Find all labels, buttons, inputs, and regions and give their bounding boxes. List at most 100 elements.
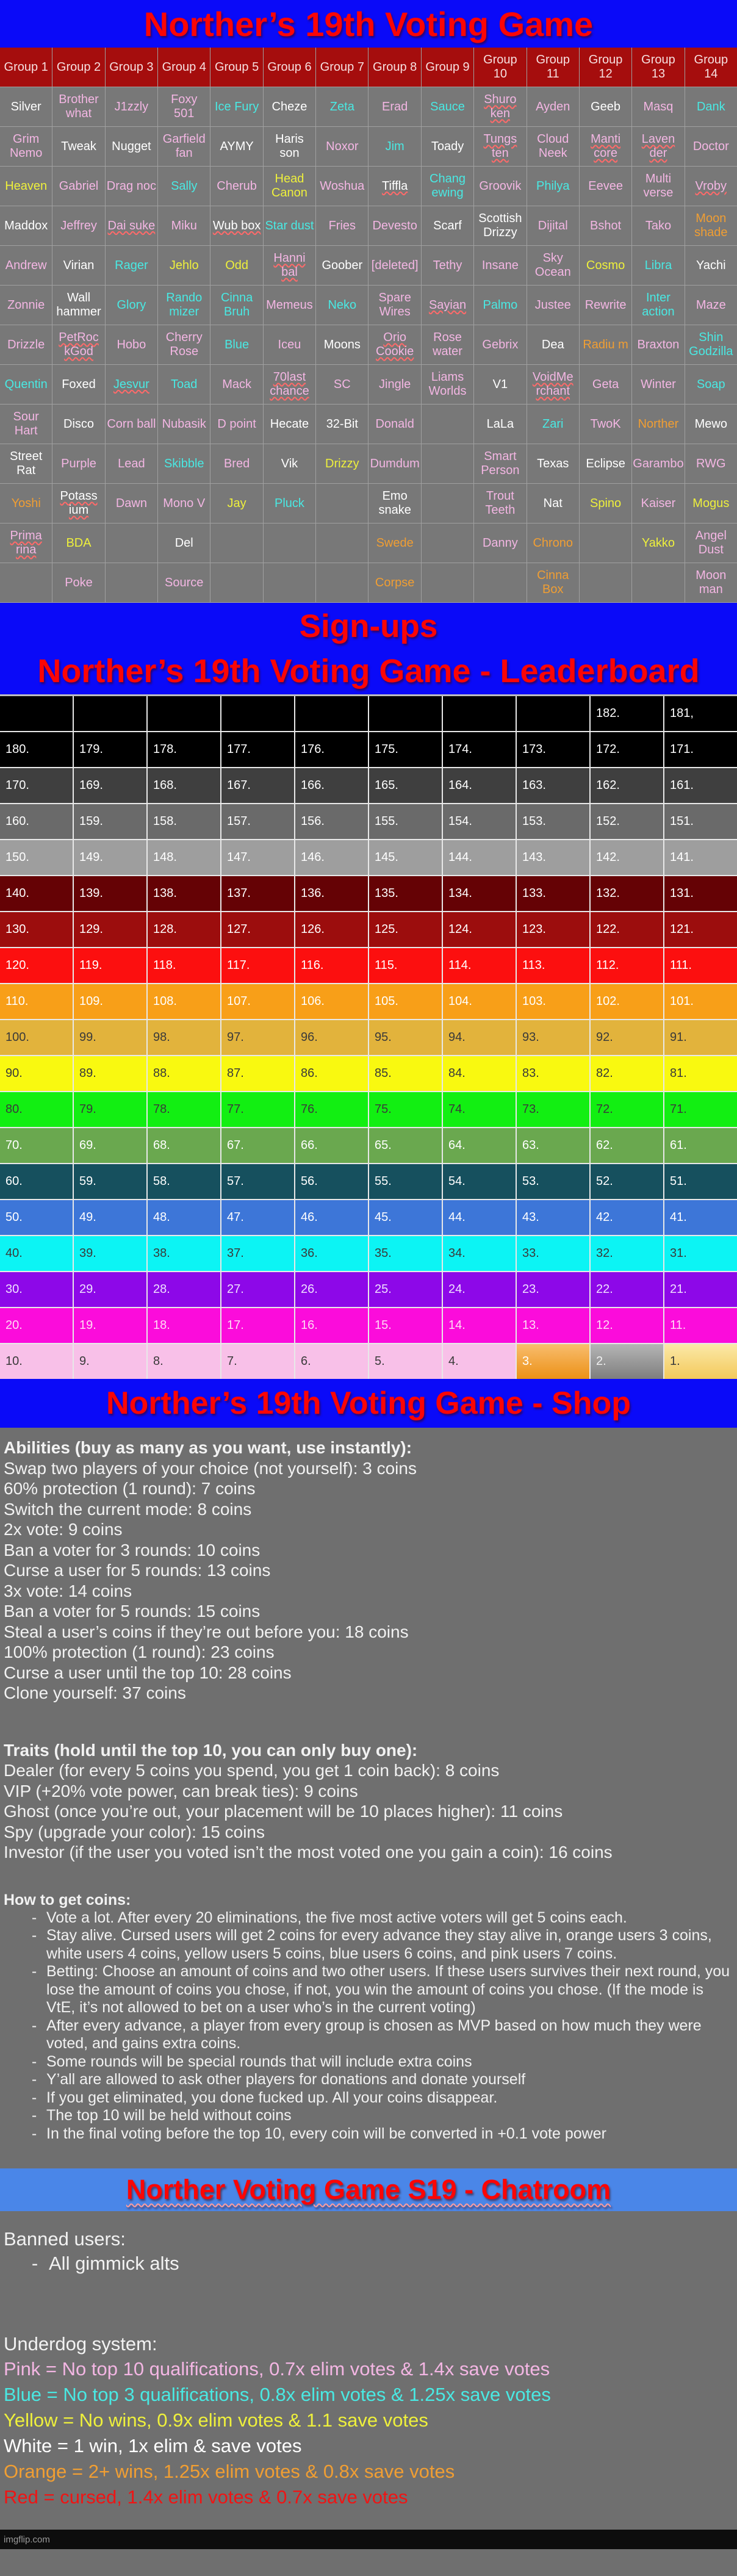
rank-cell: 117. bbox=[221, 948, 294, 983]
player-cell: Garambo bbox=[632, 444, 685, 483]
player-cell: Blue bbox=[210, 325, 263, 364]
player-name: Drizzle bbox=[7, 337, 45, 351]
rank-cell: 59. bbox=[74, 1164, 146, 1199]
player-name: Spare Wires bbox=[378, 291, 411, 318]
player-cell: Sour Hart bbox=[0, 405, 52, 444]
player-cell: Chang ewing bbox=[421, 167, 474, 206]
abilities-list: Swap two players of your choice (not you… bbox=[4, 1458, 731, 1704]
rank-cell: 56. bbox=[295, 1164, 368, 1199]
player-cell: Tethy bbox=[421, 246, 474, 285]
signups-groups-table: Group 1 Group 2 Group 3 Group 4 Group 5 Group… bbox=[0, 48, 737, 603]
shop-banner: Norther’s 19th Voting Game - Shop bbox=[0, 1379, 737, 1428]
leaderboard-heading: Norther’s 19th Voting Game - Leaderboard bbox=[37, 652, 700, 689]
rank-cell: 69. bbox=[74, 1128, 146, 1163]
ability-item: Ban a voter for 5 rounds: 15 coins bbox=[4, 1602, 261, 1621]
rank-cell: 124. bbox=[443, 912, 516, 947]
ability-item: 100% protection (1 round): 23 coins bbox=[4, 1642, 275, 1661]
rank-cell: 53. bbox=[517, 1164, 589, 1199]
player-name: Zonnie bbox=[7, 298, 45, 312]
rank-cell: 63. bbox=[517, 1128, 589, 1163]
player-name: Tweak bbox=[61, 139, 96, 153]
player-name: Vik bbox=[281, 456, 298, 470]
rank-cell: 125. bbox=[369, 912, 442, 947]
player-name: Fries bbox=[328, 218, 356, 232]
player-cell: Rewrite bbox=[579, 286, 632, 325]
rank-cell: 147. bbox=[221, 840, 294, 875]
player-cell: Nat bbox=[527, 484, 579, 523]
rank-cell: 78. bbox=[148, 1092, 220, 1127]
player-cell: Iceu bbox=[263, 325, 316, 364]
player-name: Purple bbox=[61, 456, 96, 470]
ability-item: Steal a user’s coins if they’re out befo… bbox=[4, 1622, 409, 1641]
player-name: Shin Godzilla bbox=[689, 331, 733, 358]
player-name: Moon man bbox=[696, 569, 727, 596]
player-name: Norther bbox=[638, 417, 679, 431]
player-cell: Dumdum bbox=[368, 444, 421, 483]
player-name: Toady bbox=[431, 139, 464, 153]
player-name: Shuro ken bbox=[484, 93, 517, 120]
player-name: Dijital bbox=[537, 218, 568, 232]
player-cell: Star dust bbox=[263, 206, 316, 245]
player-name: Mewo bbox=[694, 417, 727, 431]
player-name: Erad bbox=[382, 99, 408, 113]
bullet-dash: - bbox=[31, 2089, 37, 2106]
empty-player-cell bbox=[210, 523, 263, 563]
rank-cell: 118. bbox=[148, 948, 220, 983]
group-header: Group 4 bbox=[158, 48, 210, 87]
group-header: Group 9 bbox=[421, 48, 474, 87]
bullet-dash: - bbox=[31, 2253, 38, 2274]
ability-item: Curse a user until the top 10: 28 coins bbox=[4, 1663, 292, 1682]
player-cell: Vik bbox=[263, 444, 316, 483]
player-name: Skibble bbox=[164, 456, 204, 470]
traits-list: Dealer (for every 5 coins you spend, you… bbox=[4, 1760, 731, 1863]
rank-cell: 83. bbox=[517, 1056, 589, 1091]
player-name: Blue bbox=[225, 337, 250, 351]
player-name: Tethy bbox=[433, 258, 462, 272]
rank-cell: 84. bbox=[443, 1056, 516, 1091]
player-cell: Nugget bbox=[105, 127, 158, 166]
player-name: Braxton bbox=[637, 337, 680, 351]
rank-cell: 145. bbox=[369, 840, 442, 875]
rank-cell: 57. bbox=[221, 1164, 294, 1199]
player-cell: Manti core bbox=[579, 127, 632, 166]
empty-rank-cell bbox=[295, 696, 368, 731]
player-name: Cloud Neek bbox=[537, 132, 569, 160]
rank-cell: 150. bbox=[0, 840, 73, 875]
player-cell: Bred bbox=[210, 444, 263, 483]
trait-item: Investor (if the user you voted isn’t th… bbox=[4, 1843, 613, 1862]
player-name: Source bbox=[165, 575, 204, 589]
rank-cell: 126. bbox=[295, 912, 368, 947]
player-name: Quentin bbox=[4, 377, 48, 391]
player-name: Bshot bbox=[590, 218, 622, 232]
player-cell: Fries bbox=[316, 206, 368, 245]
empty-player-cell bbox=[263, 523, 316, 563]
player-name: Jingle bbox=[379, 377, 411, 391]
player-cell: Braxton bbox=[632, 325, 685, 364]
rank-cell: 61. bbox=[664, 1128, 737, 1163]
rank-cell: 73. bbox=[517, 1092, 589, 1127]
player-cell: J1zzly bbox=[105, 87, 158, 126]
player-name: Moons bbox=[323, 337, 361, 351]
bullet-text: Some rounds will be special rounds that … bbox=[46, 2053, 472, 2070]
ability-item: 3x vote: 14 coins bbox=[4, 1581, 132, 1600]
player-cell: Spare Wires bbox=[368, 286, 421, 325]
rank-cell: 64. bbox=[443, 1128, 516, 1163]
rank-cell: 173. bbox=[517, 732, 589, 767]
player-name: [deleted] bbox=[371, 258, 419, 272]
player-name: Winter bbox=[641, 377, 676, 391]
player-name: Jim bbox=[385, 139, 404, 153]
rank-cell: 58. bbox=[148, 1164, 220, 1199]
bullet-dash: - bbox=[31, 2053, 37, 2070]
player-name: Toad bbox=[171, 377, 198, 391]
player-name: Nubasik bbox=[162, 417, 206, 431]
player-name: Insane bbox=[481, 258, 519, 272]
player-name: Neko bbox=[328, 298, 357, 312]
player-cell: Trout Teeth bbox=[474, 484, 527, 523]
empty-rank-cell bbox=[74, 696, 146, 731]
bullet-dash: - bbox=[31, 2107, 37, 2124]
player-name: Bred bbox=[223, 456, 250, 470]
group-header: Group 11 bbox=[527, 48, 579, 87]
player-cell: Sky Ocean bbox=[527, 246, 579, 285]
rank-cell: 49. bbox=[74, 1200, 146, 1235]
